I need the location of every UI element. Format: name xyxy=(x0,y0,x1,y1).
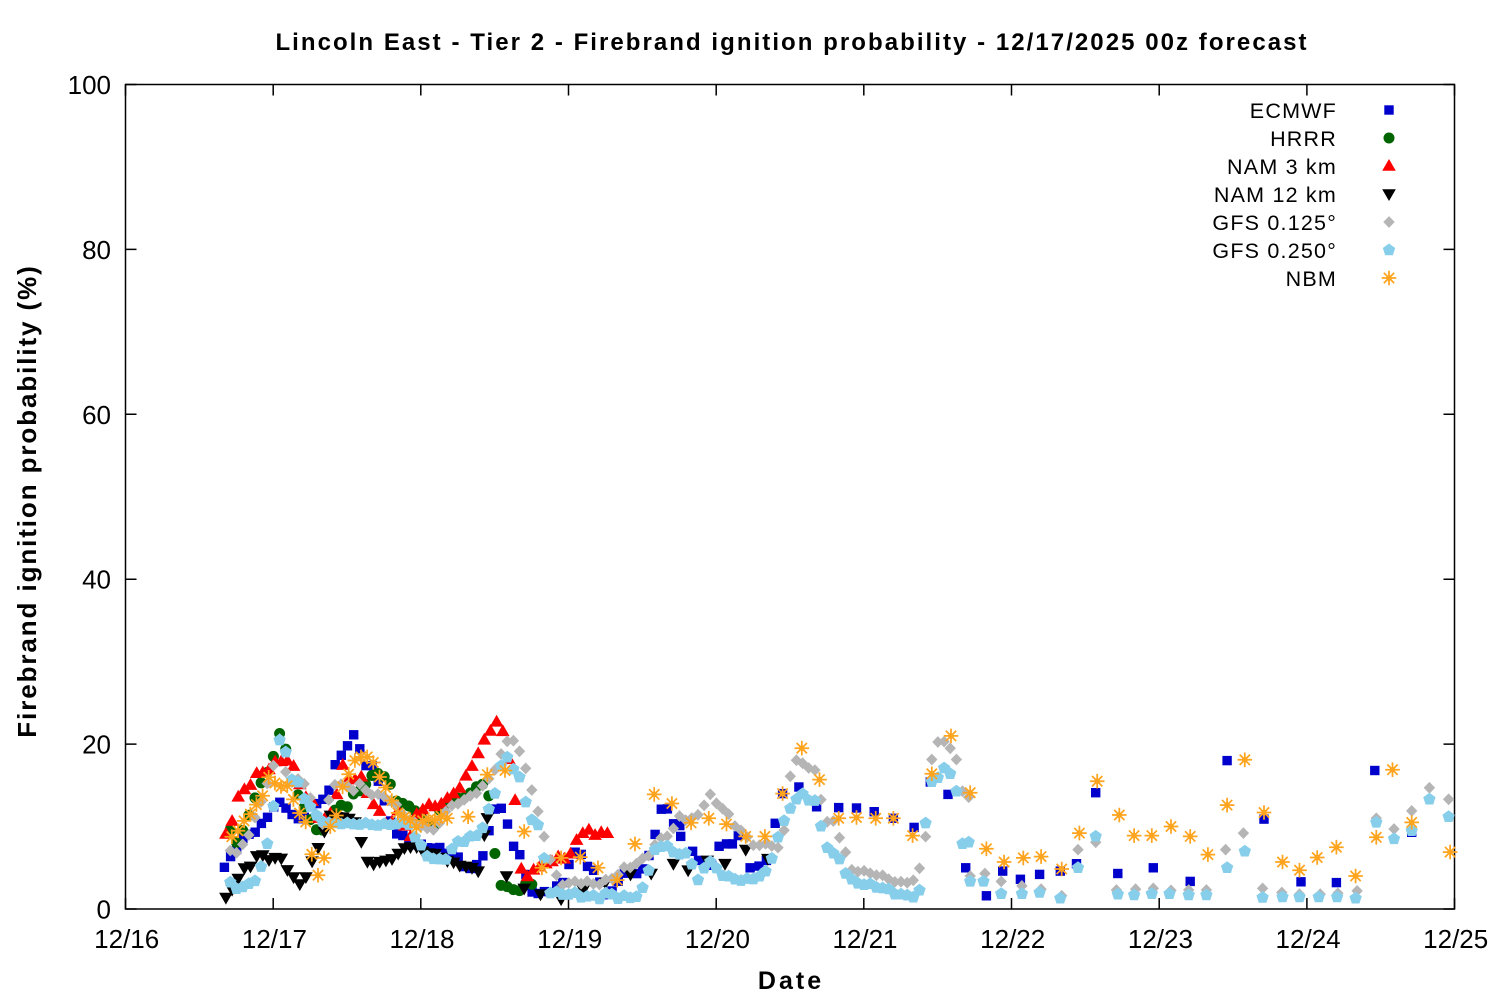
svg-text:12/19: 12/19 xyxy=(537,924,602,954)
svg-text:12/23: 12/23 xyxy=(1128,924,1193,954)
svg-text:12/22: 12/22 xyxy=(980,924,1045,954)
svg-text:60: 60 xyxy=(82,400,111,430)
svg-text:GFS 0.125°: GFS 0.125° xyxy=(1212,211,1337,235)
svg-text:NBM: NBM xyxy=(1286,267,1337,291)
svg-text:12/17: 12/17 xyxy=(242,924,307,954)
svg-text:40: 40 xyxy=(82,565,111,595)
svg-text:12/25: 12/25 xyxy=(1423,924,1488,954)
svg-text:GFS 0.250°: GFS 0.250° xyxy=(1212,239,1337,263)
svg-text:ECMWF: ECMWF xyxy=(1250,99,1337,123)
svg-text:NAM 12 km: NAM 12 km xyxy=(1214,183,1337,207)
svg-text:12/24: 12/24 xyxy=(1276,924,1341,954)
svg-text:100: 100 xyxy=(68,70,111,100)
svg-text:12/21: 12/21 xyxy=(832,924,897,954)
svg-text:NAM 3 km: NAM 3 km xyxy=(1227,155,1337,179)
svg-text:12/16: 12/16 xyxy=(94,924,159,954)
svg-text:0: 0 xyxy=(97,895,111,925)
svg-text:80: 80 xyxy=(82,235,111,265)
svg-text:12/18: 12/18 xyxy=(389,924,454,954)
svg-text:12/20: 12/20 xyxy=(685,924,750,954)
svg-text:Date: Date xyxy=(758,967,824,995)
svg-text:Lincoln East - Tier 2 - Firebr: Lincoln East - Tier 2 - Firebrand igniti… xyxy=(275,29,1308,56)
svg-text:Firebrand ignition probability: Firebrand ignition probability (%) xyxy=(12,264,42,737)
svg-text:HRRR: HRRR xyxy=(1270,127,1337,151)
svg-text:20: 20 xyxy=(82,730,111,760)
